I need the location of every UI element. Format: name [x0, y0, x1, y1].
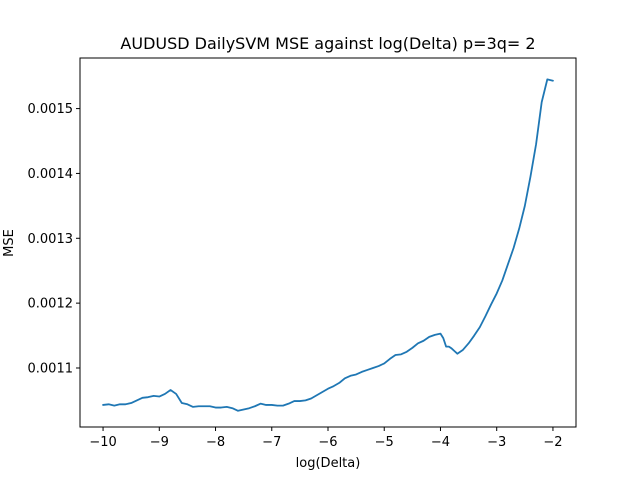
x-tick-label: −6	[318, 435, 337, 450]
x-tick-label: −5	[375, 435, 394, 450]
x-axis-ticks: −10 −9 −8 −7 −6 −5 −4 −3 −2	[89, 427, 563, 450]
y-tick-label: 0.0012	[28, 297, 74, 312]
x-tick-label: −10	[89, 435, 116, 450]
x-tick-label: −8	[206, 435, 225, 450]
x-tick-label: −4	[431, 435, 450, 450]
y-tick-label: 0.0015	[28, 102, 74, 117]
x-tick-label: −9	[150, 435, 169, 450]
x-tick-label: −7	[262, 435, 281, 450]
x-axis-label: log(Delta)	[296, 456, 361, 471]
x-tick-label: −3	[487, 435, 506, 450]
chart-title: AUDUSD DailySVM MSE against log(Delta) p…	[120, 34, 535, 53]
series-line	[102, 78, 554, 412]
y-tick-label: 0.0013	[28, 232, 74, 247]
y-axis-label: MSE	[2, 229, 17, 257]
y-axis-ticks: 0.0011 0.0012 0.0013 0.0014 0.0015	[28, 102, 80, 376]
x-tick-label: −2	[543, 435, 562, 450]
y-tick-label: 0.0011	[28, 361, 74, 376]
y-tick-label: 0.0014	[28, 167, 74, 182]
